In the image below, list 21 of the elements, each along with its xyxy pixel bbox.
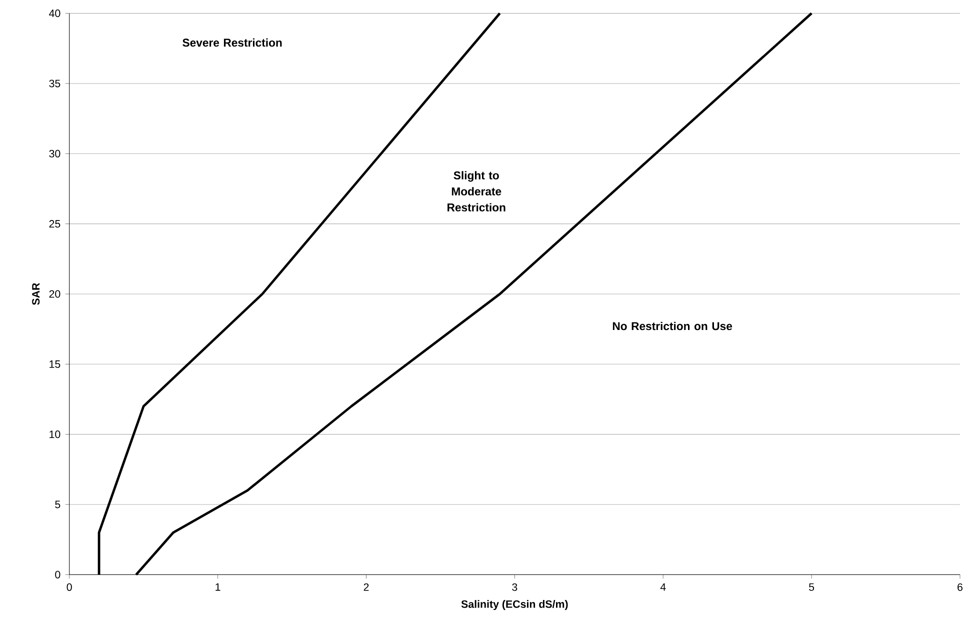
y-tick-label: 25 [49,220,60,228]
annotation: Slight to Moderate Restriction [448,170,506,212]
x-tick-label: 6 [958,583,962,591]
x-tick-label: 3 [512,583,518,591]
y-tick-label: 0 [55,570,60,578]
x-tick-label: 1 [216,583,220,591]
y-axis-title: SAR [32,282,40,305]
y-tick-label: 10 [50,430,60,438]
y-tick-label: 40 [49,9,60,17]
y-tick-label: 5 [55,500,60,508]
x-tick-label: 0 [66,583,72,591]
x-tick-label: 4 [660,583,666,591]
annotation: Severe Restriction [182,38,282,47]
y-tick-label: 30 [49,150,60,158]
annotation: No Restriction on Use [612,322,732,330]
x-axis-title: Salinity (ECsin dS/m) [461,600,568,610]
y-tick-label: 15 [50,360,60,368]
y-tick-label: 35 [49,80,60,88]
x-tick-label: 2 [364,583,369,591]
x-tick-label: 5 [809,583,814,591]
y-tick-label: 20 [49,290,60,298]
